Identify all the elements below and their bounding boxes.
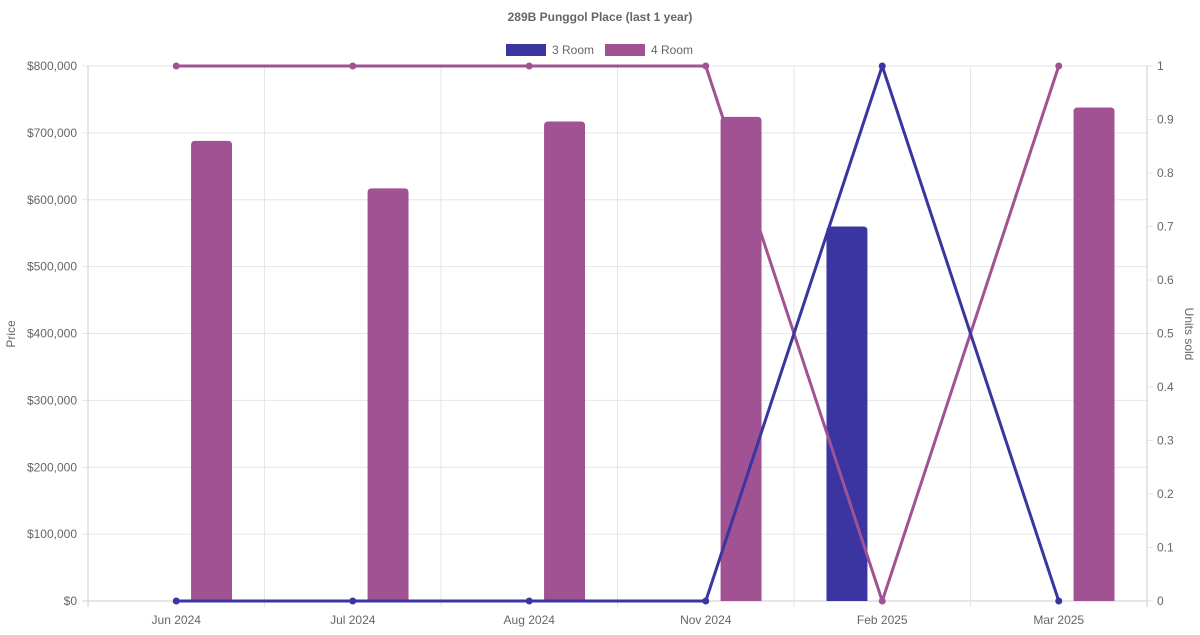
point-4-room[interactable] bbox=[172, 62, 180, 70]
x-axis: Jun 2024 Jul 2024 Aug 2024 Nov 2024 Feb 2025… bbox=[152, 613, 1085, 627]
y-axis-left-label: Price bbox=[4, 320, 18, 348]
point-3-room[interactable] bbox=[349, 597, 357, 605]
left-axis: $0 $100,000 $200,000 $300,000 $400,000 $500,0… bbox=[27, 59, 77, 608]
bar-4-room[interactable] bbox=[720, 116, 762, 601]
y-right-tick-label: 0.3 bbox=[1157, 434, 1174, 448]
point-4-room[interactable] bbox=[878, 597, 886, 605]
legend-swatch-3-room bbox=[506, 44, 546, 56]
y-right-tick-label: 1 bbox=[1157, 59, 1164, 73]
y-right-tick-label: 0.4 bbox=[1157, 380, 1174, 394]
y-right-tick-label: 0.8 bbox=[1157, 166, 1174, 180]
legend-label-4-room: 4 Room bbox=[651, 43, 693, 57]
bar-4-room[interactable] bbox=[191, 140, 233, 601]
bar-3-room[interactable] bbox=[826, 226, 868, 602]
x-tick-label: Mar 2025 bbox=[1033, 613, 1084, 627]
y-left-tick-label: $0 bbox=[64, 594, 78, 608]
y-right-tick-label: 0.9 bbox=[1157, 113, 1174, 127]
y-right-tick-label: 0.6 bbox=[1157, 273, 1174, 287]
y-right-tick-label: 0.1 bbox=[1157, 541, 1174, 555]
point-4-room[interactable] bbox=[525, 62, 533, 70]
y-left-tick-label: $600,000 bbox=[27, 193, 77, 207]
legend-item-3-room[interactable]: 3 Room bbox=[506, 43, 594, 57]
x-tick-label: Jul 2024 bbox=[330, 613, 376, 627]
grid-layer bbox=[82, 65, 1153, 607]
bar-4-room[interactable] bbox=[544, 121, 586, 601]
point-3-room[interactable] bbox=[1055, 597, 1063, 605]
y-left-tick-label: $400,000 bbox=[27, 327, 77, 341]
y-left-tick-label: $500,000 bbox=[27, 260, 77, 274]
y-right-tick-label: 0.5 bbox=[1157, 327, 1174, 341]
x-tick-label: Jun 2024 bbox=[152, 613, 202, 627]
line-3-room bbox=[176, 64, 1061, 603]
y-left-tick-label: $200,000 bbox=[27, 460, 77, 474]
x-tick-label: Nov 2024 bbox=[680, 613, 732, 627]
legend-swatch-4-room bbox=[605, 44, 645, 56]
line-4-room bbox=[176, 64, 1061, 603]
bar-4-room[interactable] bbox=[367, 188, 409, 601]
legend-item-4-room[interactable]: 4 Room bbox=[605, 43, 693, 57]
point-4-room[interactable] bbox=[702, 62, 710, 70]
y-left-tick-label: $700,000 bbox=[27, 126, 77, 140]
legend: 3 Room 4 Room bbox=[506, 43, 693, 57]
bar-4-room[interactable] bbox=[1073, 107, 1115, 602]
lines-layer bbox=[172, 62, 1063, 605]
x-tick-label: Feb 2025 bbox=[857, 613, 908, 627]
chart-title: 289B Punggol Place (last 1 year) bbox=[508, 10, 693, 24]
x-tick-label: Aug 2024 bbox=[504, 613, 556, 627]
y-axis-right-label: Units sold bbox=[1182, 308, 1196, 361]
bars-layer bbox=[191, 107, 1115, 602]
point-3-room[interactable] bbox=[172, 597, 180, 605]
point-4-room[interactable] bbox=[1055, 62, 1063, 70]
point-3-room[interactable] bbox=[878, 62, 886, 70]
y-right-tick-label: 0.7 bbox=[1157, 220, 1174, 234]
right-axis: 0 0.1 0.2 0.3 0.4 0.5 0.6 0.7 0.8 0.9 1 bbox=[1157, 59, 1174, 608]
y-right-tick-label: 0 bbox=[1157, 594, 1164, 608]
point-4-room[interactable] bbox=[349, 62, 357, 70]
y-left-tick-label: $300,000 bbox=[27, 393, 77, 407]
point-3-room[interactable] bbox=[525, 597, 533, 605]
y-right-tick-label: 0.2 bbox=[1157, 487, 1174, 501]
y-left-tick-label: $100,000 bbox=[27, 527, 77, 541]
point-3-room[interactable] bbox=[702, 597, 710, 605]
legend-label-3-room: 3 Room bbox=[552, 43, 594, 57]
y-left-tick-label: $800,000 bbox=[27, 59, 77, 73]
